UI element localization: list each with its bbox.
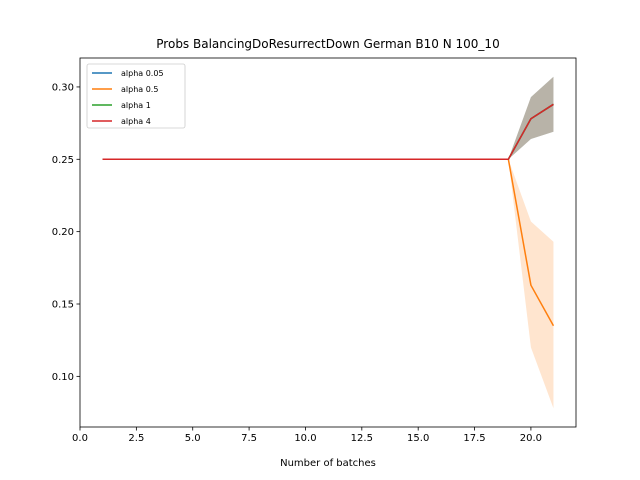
x-tick-label: 7.5	[241, 433, 257, 444]
y-tick-label: 0.25	[52, 155, 74, 166]
x-axis-ticks: 0.0 2.5 5.0 7.5 10.0 12.5 15.0 17.5 20.0	[72, 427, 542, 444]
legend-label-0: alpha 0.05	[121, 69, 164, 78]
y-tick-label: 0.20	[52, 227, 74, 238]
x-tick-label: 5.0	[185, 433, 201, 444]
legend-label-2: alpha 1	[121, 101, 151, 110]
y-tick-label: 0.15	[52, 300, 74, 311]
x-tick-label: 10.0	[294, 433, 316, 444]
plot-area-frame	[79, 57, 577, 428]
x-tick-label: 17.5	[463, 433, 485, 444]
legend: alpha 0.05 alpha 0.5 alpha 1 alpha 4	[86, 63, 186, 129]
x-tick-label: 15.0	[407, 433, 429, 444]
legend-frame	[86, 63, 186, 129]
x-tick-label: 2.5	[128, 433, 144, 444]
x-axis-label: Number of batches	[280, 458, 376, 469]
x-tick-label: 12.5	[351, 433, 373, 444]
series-line-3	[102, 103, 554, 161]
legend-label-1: alpha 0.5	[121, 85, 158, 94]
y-tick-label: 0.30	[52, 82, 74, 93]
legend-label-3: alpha 4	[121, 117, 151, 126]
chart-title: Probs BalancingDoResurrectDown German B1…	[156, 37, 499, 51]
series-lines	[102, 103, 555, 327]
x-tick-label: 20.0	[520, 433, 542, 444]
y-axis-ticks: 0.10 0.15 0.20 0.25 0.30	[52, 82, 80, 383]
x-tick-label: 0.0	[72, 433, 88, 444]
y-tick-label: 0.10	[52, 372, 74, 383]
